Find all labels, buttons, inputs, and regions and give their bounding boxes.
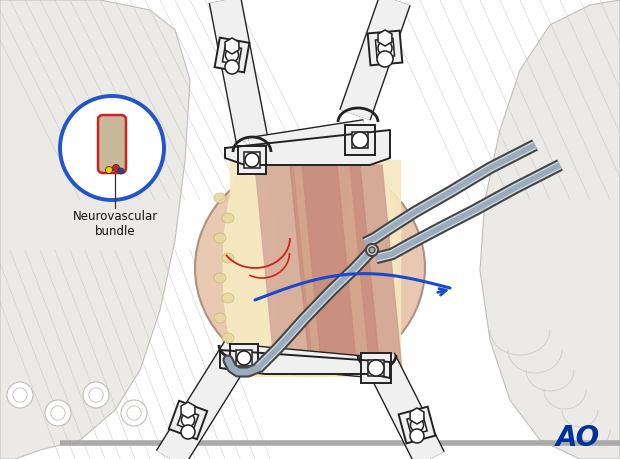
Circle shape xyxy=(238,352,250,364)
Polygon shape xyxy=(177,409,198,431)
Circle shape xyxy=(226,48,239,62)
Polygon shape xyxy=(169,401,207,439)
Polygon shape xyxy=(0,0,190,459)
Circle shape xyxy=(181,425,195,439)
Polygon shape xyxy=(225,130,390,165)
Polygon shape xyxy=(352,132,368,148)
Ellipse shape xyxy=(222,293,234,303)
Polygon shape xyxy=(302,165,357,371)
Polygon shape xyxy=(225,38,239,54)
Polygon shape xyxy=(230,344,258,372)
Ellipse shape xyxy=(342,160,397,376)
Polygon shape xyxy=(407,415,427,435)
Circle shape xyxy=(225,60,239,74)
Polygon shape xyxy=(181,402,195,418)
Ellipse shape xyxy=(214,313,226,323)
Polygon shape xyxy=(368,31,402,65)
Polygon shape xyxy=(376,39,394,57)
Circle shape xyxy=(182,414,195,426)
Circle shape xyxy=(352,132,368,148)
Circle shape xyxy=(127,406,141,420)
Circle shape xyxy=(112,164,120,172)
Text: Neurovascular
bundle: Neurovascular bundle xyxy=(73,210,157,238)
Polygon shape xyxy=(345,125,375,155)
Polygon shape xyxy=(480,0,620,459)
Polygon shape xyxy=(215,38,249,73)
Circle shape xyxy=(410,419,423,431)
FancyBboxPatch shape xyxy=(98,115,126,173)
Ellipse shape xyxy=(214,193,226,203)
Polygon shape xyxy=(223,45,242,65)
Polygon shape xyxy=(236,350,252,366)
Circle shape xyxy=(45,400,71,426)
Circle shape xyxy=(60,96,164,200)
Circle shape xyxy=(105,167,112,174)
Circle shape xyxy=(410,429,424,443)
Circle shape xyxy=(378,41,392,55)
Circle shape xyxy=(89,388,103,402)
Circle shape xyxy=(51,406,65,420)
Ellipse shape xyxy=(222,333,234,343)
Ellipse shape xyxy=(223,160,278,376)
Polygon shape xyxy=(350,165,402,371)
Polygon shape xyxy=(238,146,266,174)
Polygon shape xyxy=(220,350,390,378)
Ellipse shape xyxy=(214,233,226,243)
Circle shape xyxy=(377,51,393,67)
Circle shape xyxy=(83,382,109,408)
Text: AO: AO xyxy=(556,424,600,452)
Polygon shape xyxy=(230,160,400,376)
Circle shape xyxy=(121,400,147,426)
Polygon shape xyxy=(290,165,380,371)
Circle shape xyxy=(13,388,27,402)
Polygon shape xyxy=(255,165,313,371)
Circle shape xyxy=(246,154,258,166)
Circle shape xyxy=(370,361,383,375)
Circle shape xyxy=(353,134,366,146)
Circle shape xyxy=(7,382,33,408)
Polygon shape xyxy=(410,408,424,424)
Ellipse shape xyxy=(222,253,234,263)
Circle shape xyxy=(366,244,378,256)
Circle shape xyxy=(245,153,259,167)
Polygon shape xyxy=(399,407,435,443)
Circle shape xyxy=(118,168,124,174)
Polygon shape xyxy=(361,353,391,383)
Polygon shape xyxy=(244,152,260,168)
Circle shape xyxy=(368,360,384,376)
Polygon shape xyxy=(368,360,384,376)
Ellipse shape xyxy=(222,213,234,223)
Polygon shape xyxy=(378,30,392,46)
Ellipse shape xyxy=(214,273,226,283)
Circle shape xyxy=(369,247,375,253)
Ellipse shape xyxy=(195,160,425,376)
Circle shape xyxy=(237,351,251,365)
